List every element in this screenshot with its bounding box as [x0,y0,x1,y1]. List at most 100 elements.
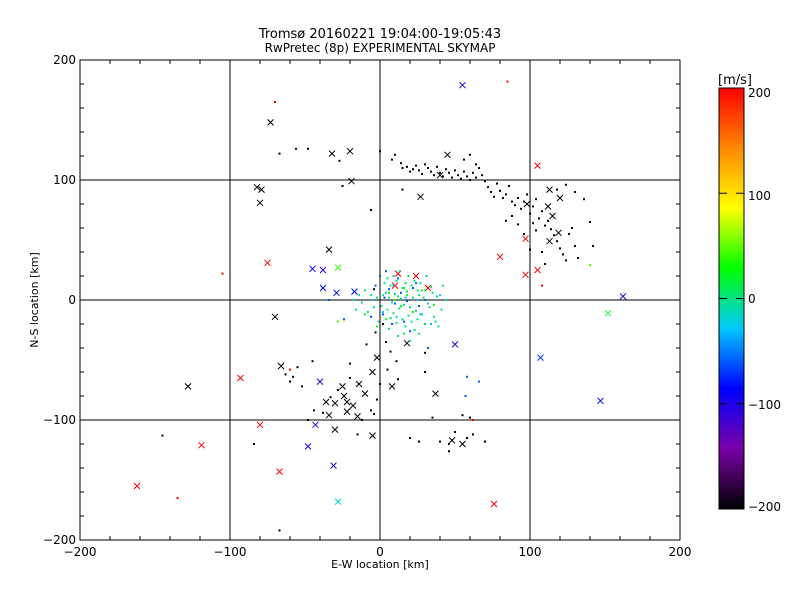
dot-marker [307,419,309,421]
dot-marker [400,297,402,300]
x-marker [432,390,439,397]
x-marker [549,212,556,220]
colorbar-tick-label: 200 [748,86,771,100]
dot-marker [487,186,489,189]
dot-marker [371,299,374,301]
dot-marker [403,287,405,289]
dot-marker [469,416,471,419]
x-marker [537,354,544,361]
dot-marker [523,233,525,235]
dot-marker [409,170,411,173]
dot-marker [406,294,408,297]
dot-marker [389,284,392,287]
dot-marker [419,313,422,316]
dot-marker [502,197,504,199]
x-marker [604,309,612,317]
x-marker [264,259,271,267]
dot-marker [517,197,519,199]
axis-ticks [79,59,681,541]
dot-marker [439,440,441,443]
x-marker [184,383,192,390]
dot-marker [392,275,395,277]
dot-marker [556,188,558,191]
dot-marker [364,313,366,316]
dot-marker [463,170,465,173]
x-marker [361,390,369,397]
x-marker [343,398,351,406]
dot-marker [425,275,428,277]
dot-marker [403,303,405,306]
dot-marker [391,323,393,325]
dot-marker [574,191,576,193]
x-tick-label: −100 [214,545,247,559]
x-marker [309,265,316,273]
x-marker [343,408,351,415]
x-tick-labels: −200 −100 0 100 200 [64,545,692,559]
x-marker [312,421,319,429]
dot-marker [469,153,471,156]
x-marker [340,392,348,400]
dot-marker [418,169,420,172]
x-tick-label: −200 [64,545,97,559]
dot-marker [376,398,378,401]
dot-marker [296,366,299,369]
colorbar-tick-label: 0 [748,292,756,306]
y-axis-label: N-S location [km] [28,252,41,348]
dot-marker [553,234,555,237]
x-marker [258,186,265,193]
dot-marker [466,175,468,178]
dot-marker [520,207,522,210]
dot-marker [278,152,281,155]
dot-marker [442,284,444,287]
dot-marker [506,80,509,83]
dot-marker [409,339,411,342]
dot-marker [418,294,420,297]
dot-marker [431,291,434,294]
x-marker [373,354,381,361]
dot-marker [401,318,404,321]
dot-marker [386,277,389,280]
dot-marker [376,325,378,328]
dot-marker [427,167,429,169]
dot-marker [541,284,543,287]
dot-marker [370,315,372,318]
x-marker [391,282,399,289]
dot-marker [361,301,363,304]
dot-marker [404,296,407,299]
dot-marker [403,320,405,323]
x-marker [619,293,627,300]
colorbar-tick-label: 100 [748,189,771,203]
x-marker [237,374,244,382]
x-marker [522,235,529,243]
dot-marker [463,158,465,161]
dot-marker [532,222,534,225]
dot-marker [365,343,368,346]
dot-marker [274,101,276,103]
dot-marker [434,320,437,323]
x-marker [333,289,340,297]
dot-marker [499,189,501,192]
x-marker [277,362,285,370]
dot-marker [472,419,474,421]
dot-marker [406,300,408,303]
dot-marker [565,183,567,186]
dot-marker [406,165,408,168]
dot-marker [472,433,474,436]
plot-area [79,59,681,541]
dot-marker [253,443,255,445]
dot-marker [382,311,384,313]
dot-marker [385,270,387,273]
x-marker [330,462,337,469]
x-tick-label: 100 [519,545,542,559]
x-marker [319,266,327,274]
dot-marker [397,277,399,280]
x-marker [555,229,562,237]
dot-marker [424,371,426,373]
dot-marker [349,362,351,365]
dot-marker [523,200,525,203]
dot-marker [547,219,549,222]
dot-marker [571,227,573,229]
dot-marker [341,185,344,187]
dot-marker [448,450,450,453]
dot-marker [544,263,546,265]
